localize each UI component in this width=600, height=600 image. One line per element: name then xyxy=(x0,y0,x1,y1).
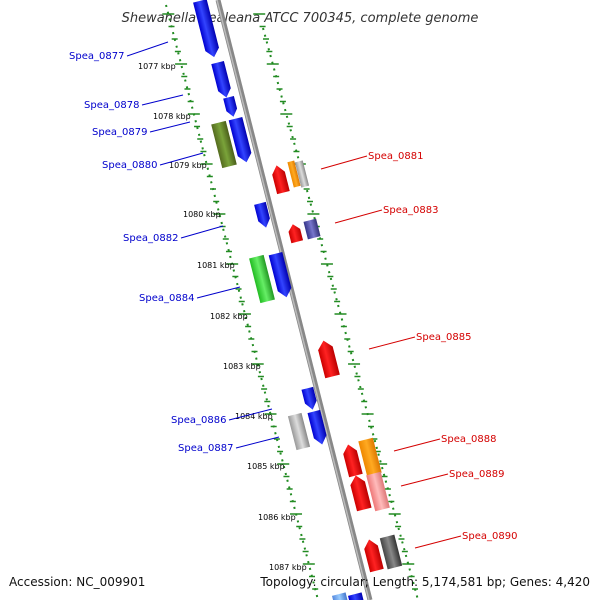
label-connector-line xyxy=(368,336,416,350)
gene-label-spea_0879[interactable]: Spea_0879 xyxy=(92,127,147,138)
gene-glyph[interactable] xyxy=(211,60,232,99)
gene-glyph[interactable] xyxy=(307,409,329,446)
kbp-label: 1083 kbp xyxy=(223,362,261,371)
gene-glyph[interactable] xyxy=(331,592,349,600)
label-connector-line xyxy=(320,155,368,170)
gene-label-spea_0878[interactable]: Spea_0878 xyxy=(84,100,139,111)
kbp-label: 1080 kbp xyxy=(183,210,221,219)
right-ruler-line xyxy=(262,27,419,600)
label-connector-line xyxy=(334,209,383,224)
map-title: Shewanella pealeana ATCC 700345, complet… xyxy=(122,11,479,26)
gene-glyph[interactable] xyxy=(347,592,365,600)
label-connector-line xyxy=(149,121,191,133)
gene-label-spea_0887[interactable]: Spea_0887 xyxy=(178,443,233,454)
gene-glyph[interactable] xyxy=(287,160,301,188)
gene-glyph[interactable] xyxy=(294,160,310,188)
kbp-label: 1084 kbp xyxy=(235,412,273,421)
kbp-label: 1085 kbp xyxy=(247,462,285,471)
kbp-label: 1078 kbp xyxy=(153,112,191,121)
gene-label-spea_0877[interactable]: Spea_0877 xyxy=(69,51,124,62)
label-connector-line xyxy=(235,436,280,449)
gene-label-spea_0880[interactable]: Spea_0880 xyxy=(102,160,157,171)
gene-label-spea_0883[interactable]: Spea_0883 xyxy=(383,205,438,216)
gene-label-spea_0888[interactable]: Spea_0888 xyxy=(441,434,496,445)
gene-glyph[interactable] xyxy=(193,0,221,59)
gene-glyph[interactable] xyxy=(287,223,304,244)
label-connector-line xyxy=(126,41,169,57)
gene-label-lines xyxy=(126,41,462,549)
gene-glyph[interactable] xyxy=(301,386,318,411)
gene-glyph[interactable] xyxy=(268,251,294,299)
gene-glyph[interactable] xyxy=(287,412,311,451)
gene-glyph[interactable] xyxy=(223,95,239,118)
gene-glyph[interactable] xyxy=(303,218,321,240)
label-connector-line xyxy=(180,225,224,239)
gene-glyph[interactable] xyxy=(316,339,340,379)
gene-label-spea_0884[interactable]: Spea_0884 xyxy=(139,293,194,304)
kbp-label: 1081 kbp xyxy=(197,261,235,270)
gene-label-spea_0890[interactable]: Spea_0890 xyxy=(462,531,517,542)
gene-label-spea_0889[interactable]: Spea_0889 xyxy=(449,469,504,480)
gene-glyph[interactable] xyxy=(358,437,382,477)
label-connector-line xyxy=(196,286,241,299)
gene-glyph[interactable] xyxy=(341,443,363,478)
label-connector-line xyxy=(414,535,462,549)
gene-glyph[interactable] xyxy=(348,474,372,512)
kbp-label: 1082 kbp xyxy=(210,312,248,321)
label-connector-line xyxy=(159,152,204,166)
label-connector-line xyxy=(400,473,449,487)
gene-features xyxy=(193,0,403,600)
gene-glyph[interactable] xyxy=(228,116,254,164)
gene-glyph[interactable] xyxy=(379,534,403,570)
gene-glyph[interactable] xyxy=(249,254,275,304)
genome-summary-text: Topology: circular; Length: 5,174,581 bp… xyxy=(260,575,590,589)
gene-label-spea_0885[interactable]: Spea_0885 xyxy=(416,332,471,343)
gene-glyph[interactable] xyxy=(254,201,272,229)
gene-label-spea_0881[interactable]: Spea_0881 xyxy=(368,151,423,162)
kbp-label: 1086 kbp xyxy=(258,513,296,522)
gene-glyph[interactable] xyxy=(366,471,390,512)
kbp-label: 1079 kbp xyxy=(169,161,207,170)
genome-backbone xyxy=(215,0,373,600)
gene-glyph[interactable] xyxy=(362,538,384,573)
gene-glyph[interactable] xyxy=(211,120,237,169)
genome-backbone-highlight xyxy=(216,0,370,600)
gene-label-spea_0886[interactable]: Spea_0886 xyxy=(171,415,226,426)
kbp-label: 1087 kbp xyxy=(269,563,307,572)
kbp-label: 1077 kbp xyxy=(138,62,176,71)
kbp-labels: 1077 kbp 1078 kbp 1079 kbp 1080 kbp 1081 kbp… xyxy=(138,62,307,572)
accession-text: Accession: NC_009901 xyxy=(9,575,146,589)
gene-label-spea_0882[interactable]: Spea_0882 xyxy=(123,233,178,244)
label-connector-line xyxy=(393,438,441,452)
gene-glyph[interactable] xyxy=(270,164,290,195)
label-connector-line xyxy=(228,408,273,421)
gene-labels: Spea_0877 Spea_0878 Spea_0879 Spea_0880 Spea… xyxy=(69,51,517,542)
ruler-ticks xyxy=(162,13,419,590)
label-connector-line xyxy=(141,94,184,106)
